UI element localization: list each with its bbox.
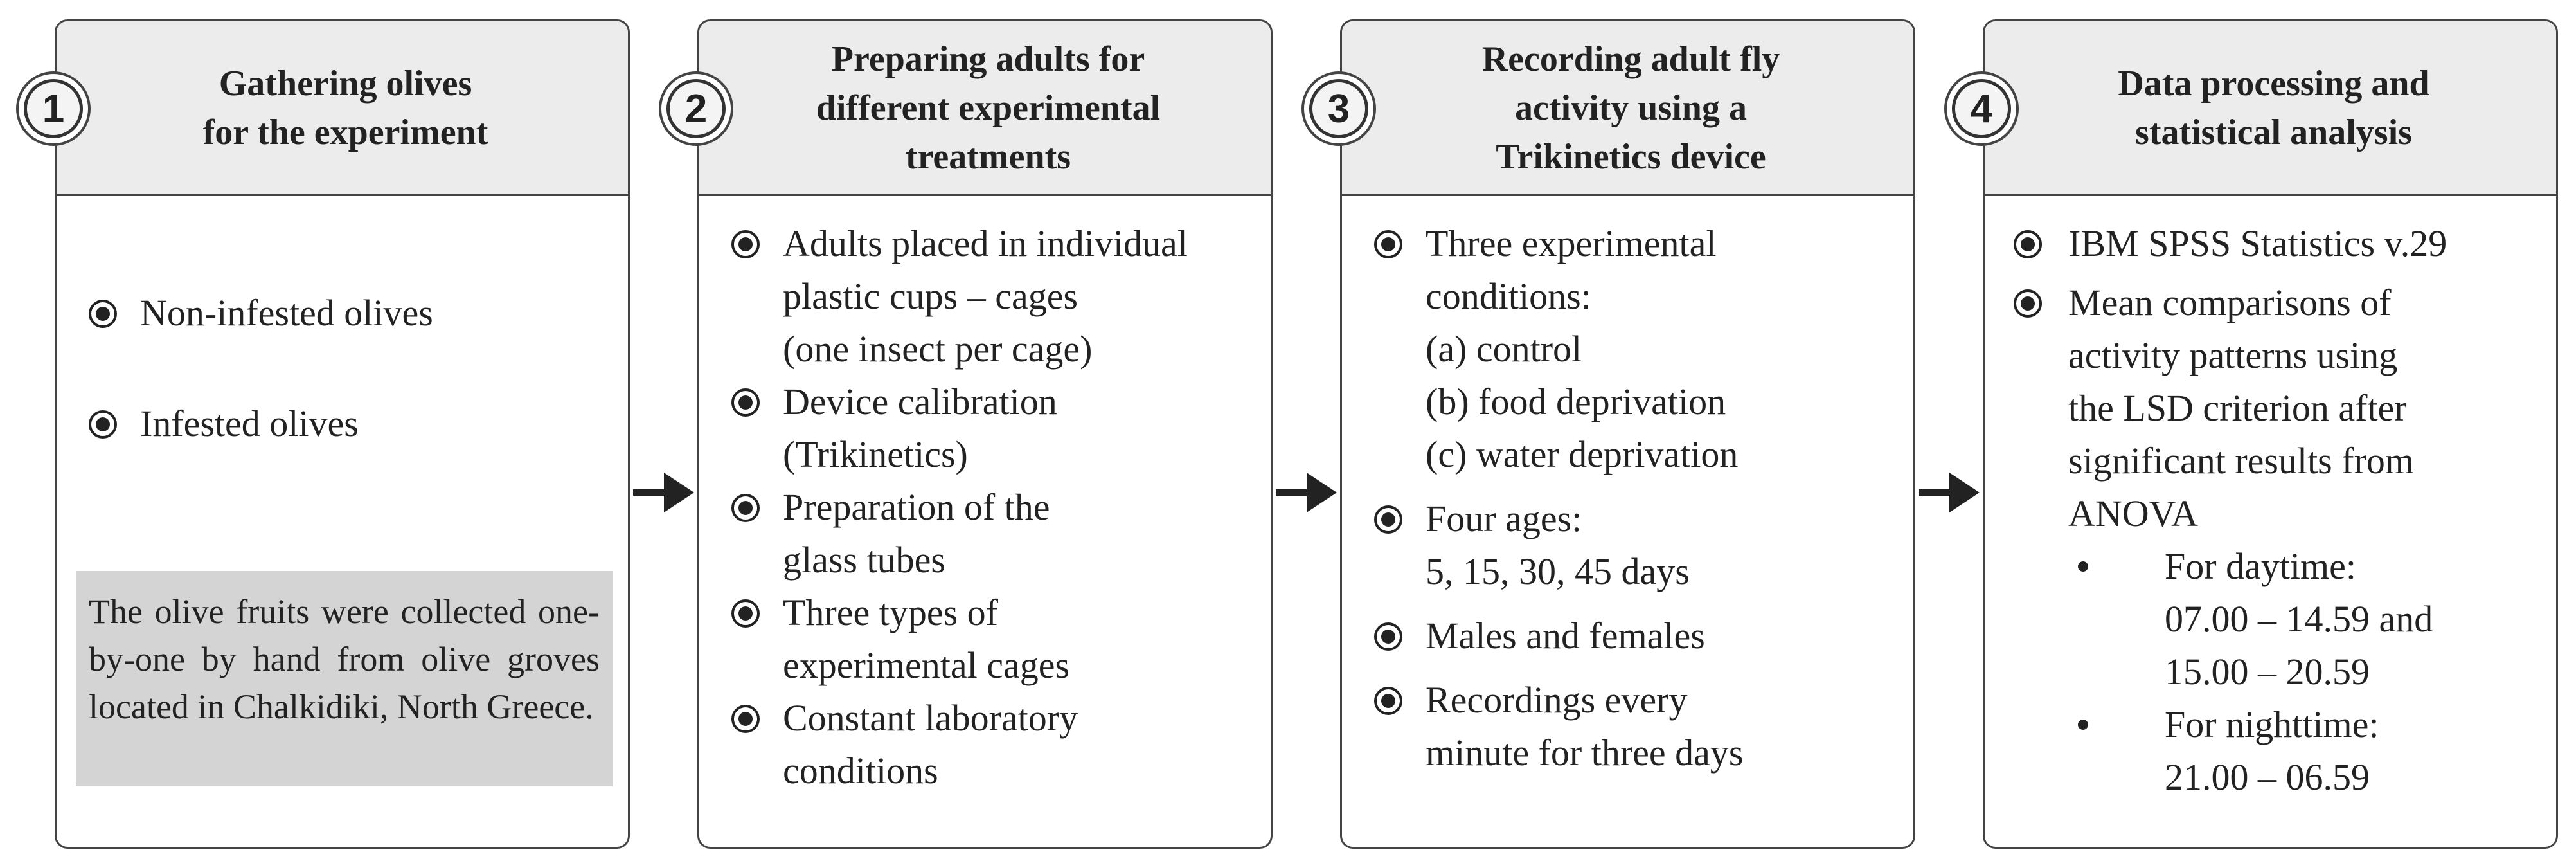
step-3-panel: Recording adult fly activity using a Tri…: [1340, 19, 1915, 849]
list-item: Three experimental conditions: (a) contr…: [1342, 217, 1913, 481]
step-4-body: IBM SPSS Statistics v.29 Mean comparison…: [1985, 198, 2556, 847]
step-4-badge: 4: [1944, 71, 2019, 146]
bullet-icon: [1374, 687, 1402, 715]
step-4-header: Data processing and statistical analysis: [1985, 21, 2556, 196]
step-1-title: Gathering olives for the experiment: [202, 63, 488, 152]
step-2-panel: Preparing adults for different experimen…: [697, 19, 1273, 849]
step-3-body: Three experimental conditions: (a) contr…: [1342, 198, 1913, 847]
list-item: Males and females: [1342, 610, 1913, 662]
list-item: For daytime: 07.00 – 14.59 and 15.00 – 2…: [1985, 540, 2556, 698]
step-2-title: Preparing adults for different experimen…: [816, 39, 1161, 177]
step-3-badge: 3: [1301, 71, 1376, 146]
step-1-number: 1: [24, 79, 83, 138]
bullet-icon: [89, 410, 117, 439]
list-item: IBM SPSS Statistics v.29: [1985, 217, 2556, 270]
step-3-title: Recording adult fly activity using a Tri…: [1481, 39, 1780, 177]
bullet-icon: [731, 494, 760, 522]
step-1-panel: Gathering olives for the experiment Non-…: [55, 19, 630, 849]
right-arrow-icon: [1276, 473, 1337, 512]
list-item: Device calibration (Trikinetics): [699, 376, 1271, 481]
step-2-list: Adults placed in individual plastic cups…: [699, 198, 1271, 797]
bullet-icon: [2014, 230, 2042, 258]
bullet-icon: [1374, 230, 1402, 258]
step-2-badge: 2: [659, 71, 733, 146]
bullet-icon: [2014, 289, 2042, 318]
step-2-body: Adults placed in individual plastic cups…: [699, 198, 1271, 847]
list-item: Non-infested olives: [57, 287, 628, 340]
list-item: Four ages: 5, 15, 30, 45 days: [1342, 493, 1913, 598]
list-item: Constant laboratory conditions: [699, 692, 1271, 797]
dot-bullet-icon: [2078, 561, 2088, 572]
bullet-icon: [731, 599, 760, 628]
list-item: Infested olives: [57, 397, 628, 450]
step-1-badge: 1: [16, 71, 91, 146]
list-item: Recordings every minute for three days: [1342, 674, 1913, 779]
bullet-icon: [731, 388, 760, 417]
step-3-number: 3: [1309, 79, 1368, 138]
list-item: For nighttime: 21.00 – 06.59: [1985, 698, 2556, 804]
list-item: Preparation of the glass tubes: [699, 481, 1271, 586]
bullet-icon: [731, 705, 760, 733]
step-2-header: Preparing adults for different experimen…: [699, 21, 1271, 196]
step-3-list: Three experimental conditions: (a) contr…: [1342, 198, 1913, 779]
right-arrow-icon: [633, 473, 694, 512]
step-1-body: Non-infested olives Infested olives The …: [57, 198, 628, 847]
list-item: Three types of experimental cages: [699, 586, 1271, 692]
bullet-icon: [89, 300, 117, 328]
step-1-header: Gathering olives for the experiment: [57, 21, 628, 196]
bullet-icon: [731, 230, 760, 258]
list-item: Mean comparisons of activity patterns us…: [1985, 276, 2556, 540]
step-2-number: 2: [666, 79, 726, 138]
step-4-list: IBM SPSS Statistics v.29 Mean comparison…: [1985, 198, 2556, 804]
bullet-icon: [1374, 622, 1402, 651]
list-item: Adults placed in individual plastic cups…: [699, 217, 1271, 376]
dot-bullet-icon: [2078, 720, 2088, 730]
step-3-header: Recording adult fly activity using a Tri…: [1342, 21, 1913, 196]
step-1-note: The olive fruits were collected one-by-o…: [76, 571, 613, 786]
step-4-title: Data processing and statistical analysis: [2118, 63, 2429, 152]
step-4-panel: Data processing and statistical analysis…: [1983, 19, 2558, 849]
right-arrow-icon: [1919, 473, 1980, 512]
step-4-number: 4: [1952, 79, 2011, 138]
bullet-icon: [1374, 505, 1402, 534]
